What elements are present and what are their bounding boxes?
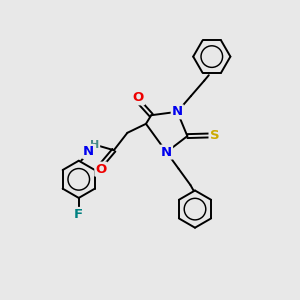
Text: F: F	[74, 208, 83, 221]
Text: H: H	[90, 140, 99, 149]
Text: S: S	[210, 129, 219, 142]
Text: O: O	[133, 91, 144, 104]
Text: N: N	[172, 105, 183, 118]
Text: N: N	[83, 145, 94, 158]
Text: O: O	[95, 163, 106, 176]
Text: N: N	[161, 146, 172, 159]
